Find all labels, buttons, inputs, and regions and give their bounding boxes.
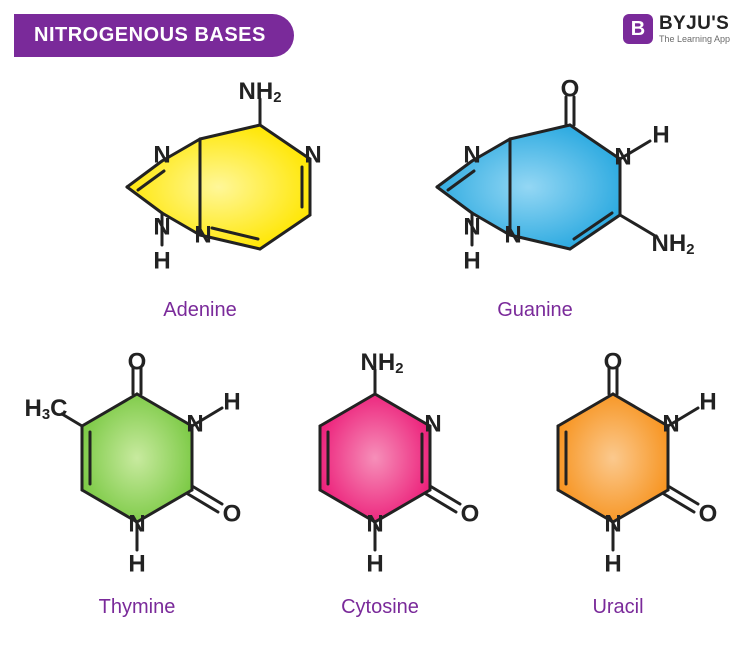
atom-n: N <box>463 142 480 169</box>
atom-n: N <box>128 511 145 538</box>
atom-nh2: NH2 <box>239 78 282 107</box>
atom-n: N <box>504 222 521 249</box>
atom-h: H <box>463 248 480 275</box>
page-title: NITROGENOUS BASES <box>14 14 294 57</box>
atom-n: N <box>662 411 679 438</box>
label-cytosine: Cytosine <box>341 596 419 619</box>
atom-n: N <box>463 214 480 241</box>
label-guanine: Guanine <box>497 299 573 322</box>
purines-row: N N N N H NH2 Adenine <box>0 75 750 322</box>
atom-n: N <box>304 142 321 169</box>
atom-n: N <box>194 222 211 249</box>
molecule-uracil: N N O O H H Uracil <box>508 352 728 619</box>
atom-o: O <box>604 352 623 376</box>
atom-h: H <box>153 248 170 275</box>
atom-o: O <box>128 352 147 376</box>
atom-o: O <box>699 501 718 528</box>
atom-n: N <box>614 144 631 171</box>
atom-nh2: NH2 <box>361 352 404 377</box>
atom-o: O <box>561 76 580 103</box>
atom-h: H <box>223 389 240 416</box>
atom-o: O <box>223 501 242 528</box>
atom-n: N <box>186 411 203 438</box>
atom-n: N <box>153 214 170 241</box>
molecule-thymine: N N O O H H H3C Thymine <box>22 352 252 619</box>
label-uracil: Uracil <box>592 596 643 619</box>
atom-o: O <box>461 501 480 528</box>
atom-h: H <box>128 551 145 578</box>
atom-n: N <box>424 411 441 438</box>
molecule-adenine: N N N N H NH2 Adenine <box>55 75 345 322</box>
atom-n: N <box>604 511 621 538</box>
atom-nh2: NH2 <box>652 230 695 259</box>
label-adenine: Adenine <box>163 299 236 322</box>
label-thymine: Thymine <box>99 596 176 619</box>
atom-n: N <box>153 142 170 169</box>
header: NITROGENOUS BASES B BYJU'S The Learning … <box>0 0 750 65</box>
atom-h: H <box>652 122 669 149</box>
atom-h3c: H3C <box>25 395 68 424</box>
brand-logo: B BYJU'S The Learning App <box>623 14 730 44</box>
brand-tagline: The Learning App <box>659 35 730 44</box>
molecule-guanine: N N N N O H H NH2 Guanine <box>375 75 695 322</box>
atom-h: H <box>699 389 716 416</box>
brand-name: BYJU'S <box>659 14 730 33</box>
molecule-cytosine: N N O H NH2 Cytosine <box>270 352 490 619</box>
atom-n: N <box>366 511 383 538</box>
pyrimidines-row: N N O O H H H3C Thymine <box>0 352 750 619</box>
brand-icon: B <box>623 14 653 44</box>
atom-h: H <box>366 551 383 578</box>
atom-h: H <box>604 551 621 578</box>
